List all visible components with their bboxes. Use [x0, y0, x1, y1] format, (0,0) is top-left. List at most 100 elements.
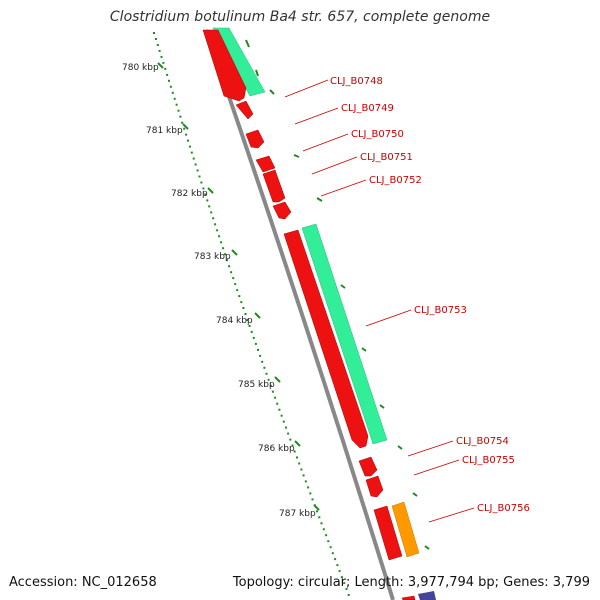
ruler-dot — [222, 247, 225, 250]
ruler-dot — [173, 97, 176, 100]
ruler-dot — [234, 283, 237, 286]
ruler-dot — [177, 109, 180, 112]
ruler-dot — [236, 289, 239, 292]
ruler-dot — [257, 348, 259, 351]
gene-label[interactable]: CLJ_B0756 — [477, 503, 530, 514]
ruler-dot — [192, 157, 195, 160]
ruler-dot — [171, 91, 174, 94]
ruler-dot — [282, 420, 285, 423]
ruler-dot — [218, 235, 221, 238]
genome-backbone — [204, 29, 395, 600]
cds-feature[interactable] — [365, 475, 384, 498]
ruler-dot — [248, 325, 251, 327]
ruler-dot — [304, 480, 307, 483]
ruler-dot — [154, 38, 157, 40]
ruler-tick — [231, 249, 238, 256]
gene-label[interactable]: CLJ_B0753 — [414, 305, 467, 316]
ruler-dot — [300, 468, 303, 471]
cds-feature[interactable] — [202, 29, 247, 102]
ruler-dot — [298, 462, 301, 465]
ruler-dot — [181, 121, 184, 124]
ruler-dot — [220, 241, 223, 244]
ruler-dot — [252, 336, 255, 339]
ruler-tick — [182, 123, 189, 130]
ruler-dot — [265, 372, 268, 375]
cds-feature[interactable] — [272, 201, 292, 220]
ruler-dot — [340, 576, 343, 579]
ruler-dot — [214, 223, 217, 226]
ruler-label: 787 kbp — [279, 509, 316, 519]
ruler-dot — [158, 49, 161, 52]
ruler-dot — [240, 301, 243, 304]
ruler-dot — [187, 139, 189, 142]
ruler-dot — [204, 193, 207, 196]
ruler-label: 781 kbp — [146, 126, 183, 136]
ruler-dot — [291, 444, 294, 447]
ruler-tick — [207, 187, 214, 194]
gene-bar — [301, 223, 388, 445]
ruler-dot — [160, 55, 163, 58]
ruler-dot — [169, 85, 172, 88]
ruler-dot — [287, 432, 290, 435]
ruler-tick — [157, 62, 164, 69]
ruler-dot — [307, 486, 310, 489]
ruler-dot — [200, 181, 203, 184]
ruler-dot — [347, 594, 350, 596]
cds-feature[interactable] — [373, 505, 403, 561]
ruler-dots — [153, 32, 350, 596]
gene-label[interactable]: CLJ_B0750 — [351, 129, 404, 140]
cds-feature[interactable] — [235, 100, 254, 120]
ruler-dot — [206, 199, 209, 202]
cds-feature[interactable] — [283, 229, 369, 449]
ruler-dot — [293, 450, 296, 453]
gene-label[interactable]: CLJ_B0755 — [462, 455, 515, 466]
cds-feature[interactable] — [401, 595, 416, 600]
cds-feature[interactable] — [255, 155, 276, 173]
ruler-dot — [202, 187, 205, 190]
ruler-dot — [285, 426, 287, 429]
ruler-label: 786 kbp — [258, 444, 295, 454]
ruler-dot — [164, 67, 167, 70]
cds-feature[interactable] — [245, 129, 265, 149]
ruler-dot — [156, 44, 159, 46]
ruler-dot — [263, 366, 266, 369]
ruler-dot — [244, 313, 247, 315]
ruler-dot — [311, 498, 314, 501]
ruler-tick — [254, 312, 261, 319]
ruler-dot — [336, 564, 339, 567]
topology-text: Topology: circular; Length: 3,977,794 bp… — [232, 575, 590, 590]
ruler-dot — [320, 522, 323, 525]
cds-feature[interactable] — [262, 169, 286, 203]
ruler-dot — [269, 384, 272, 387]
gene-label[interactable]: CLJ_B0752 — [369, 175, 422, 186]
ruler-dot — [318, 516, 321, 519]
ruler-tick — [294, 440, 301, 447]
ruler-dot — [168, 79, 170, 82]
gene-label[interactable]: CLJ_B0748 — [330, 76, 383, 87]
ruler-dot — [190, 151, 193, 154]
rna-feature[interactable] — [391, 501, 420, 558]
partial-feature — [418, 591, 436, 600]
ruler-dot — [198, 175, 201, 178]
ruler-dot — [345, 588, 348, 590]
ruler-dot — [267, 378, 270, 381]
ruler-label: 782 kbp — [171, 189, 208, 199]
ruler-tick — [313, 504, 320, 511]
ruler-dot — [185, 133, 188, 136]
ruler-dot — [261, 360, 264, 363]
cds-feature[interactable] — [358, 456, 378, 477]
ruler-dot — [302, 474, 305, 477]
gene-label[interactable]: CLJ_B0754 — [456, 436, 509, 447]
ruler-dot — [230, 271, 233, 274]
ruler-dot — [179, 115, 182, 118]
ruler-dot — [175, 103, 178, 106]
gene-label[interactable]: CLJ_B0749 — [341, 103, 394, 114]
ruler-dot — [246, 319, 249, 321]
ruler-dot — [224, 253, 227, 256]
gene-label[interactable]: CLJ_B0751 — [360, 152, 413, 163]
ruler-dot — [329, 546, 332, 549]
ruler-dot — [226, 259, 229, 262]
ruler-dot — [338, 570, 341, 573]
ruler-dot — [289, 438, 292, 441]
